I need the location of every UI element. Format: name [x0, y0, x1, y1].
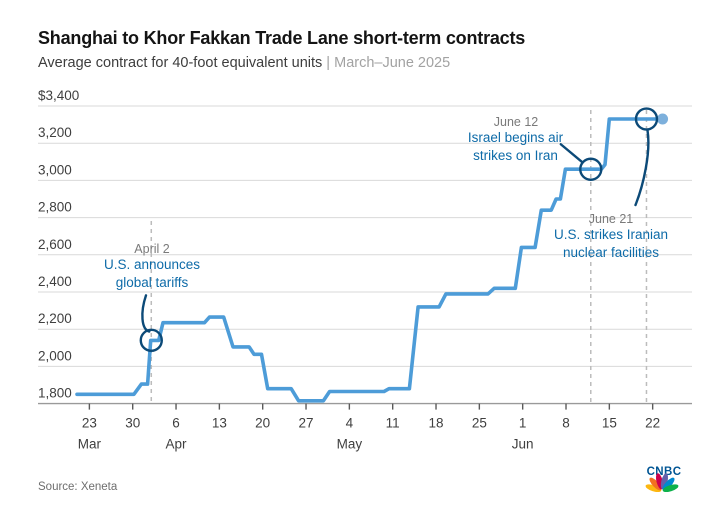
- annotation-june12-text: Israel begins air strikes on Iran: [438, 129, 593, 165]
- x-month-label: Apr: [166, 437, 188, 452]
- annotation-april2-line2: global tariffs: [115, 275, 189, 290]
- event-circle-june12: [579, 157, 603, 181]
- annotation-june21-text: U.S. strikes Iranian nuclear facilities: [531, 226, 691, 262]
- x-tick-label: 13: [212, 416, 227, 431]
- pointer-curve-june21: [634, 128, 650, 207]
- x-tick-label: 30: [125, 416, 140, 431]
- chart-subtitle: Average contract for 40-foot equivalent …: [38, 55, 678, 71]
- y-axis-label: 2,000: [38, 348, 72, 363]
- pointer-curve-april2: [141, 294, 151, 333]
- annotation-june12-line2: strikes on Iran: [473, 148, 558, 163]
- annotation-june21-line1: U.S. strikes Iranian: [553, 227, 669, 242]
- y-axis-label: 2,600: [38, 237, 72, 252]
- annotation-june21-line2: nuclear facilities: [562, 245, 660, 260]
- event-circle-april2: [139, 328, 163, 353]
- x-tick-label: 4: [346, 416, 354, 431]
- x-month-label: May: [337, 437, 363, 452]
- y-axis-label: 2,400: [38, 274, 72, 289]
- x-tick-label: 20: [255, 416, 270, 431]
- x-tick-label: 23: [82, 416, 97, 431]
- series-end-dot: [657, 113, 669, 125]
- x-tick-label: 11: [386, 416, 400, 431]
- x-tick-label: 25: [472, 416, 487, 431]
- x-month-label: Jun: [512, 437, 534, 452]
- annotation-june12-date: June 12: [493, 115, 539, 129]
- chart-title: Shanghai to Khor Fakkan Trade Lane short…: [38, 28, 526, 48]
- source-credit: Source: Xeneta: [38, 481, 118, 493]
- x-tick-label: 27: [299, 416, 314, 431]
- x-tick-label: 8: [562, 416, 570, 431]
- trend-line: [75, 117, 665, 403]
- subtitle-period: March–June 2025: [334, 55, 451, 71]
- pointer-line-june12: [559, 143, 584, 164]
- annotation-june21-date: June 21: [588, 212, 634, 226]
- annotation-april2-date: April 2: [134, 242, 170, 256]
- subtitle-divider: |: [326, 55, 331, 71]
- cnbc-peacock-icon: [645, 473, 679, 492]
- annotation-april2-text: U.S. announces global tariffs: [77, 256, 227, 292]
- y-axis-label: 2,800: [38, 200, 72, 215]
- x-tick-label: 6: [172, 416, 180, 431]
- y-axis-label: 2,200: [38, 311, 72, 326]
- y-axis-label: 1,800: [38, 386, 72, 401]
- y-axis-label: $3,400: [38, 88, 79, 103]
- cnbc-logo: CNBC: [641, 466, 687, 492]
- x-tick-label: 18: [429, 416, 444, 431]
- y-axis-label: 3,200: [38, 125, 72, 140]
- x-tick-label: 1: [519, 416, 527, 431]
- annotation-june12-line1: Israel begins air: [467, 130, 564, 145]
- annotation-april2-line1: U.S. announces: [103, 257, 201, 272]
- x-tick-label: 15: [602, 416, 617, 431]
- x-month-label: Mar: [78, 437, 102, 452]
- y-axis-label: 3,000: [38, 162, 72, 177]
- x-tick-label: 22: [645, 416, 660, 431]
- cnbc-logo-text: CNBC: [646, 466, 682, 478]
- subtitle-main: Average contract for 40-foot equivalent …: [38, 55, 323, 71]
